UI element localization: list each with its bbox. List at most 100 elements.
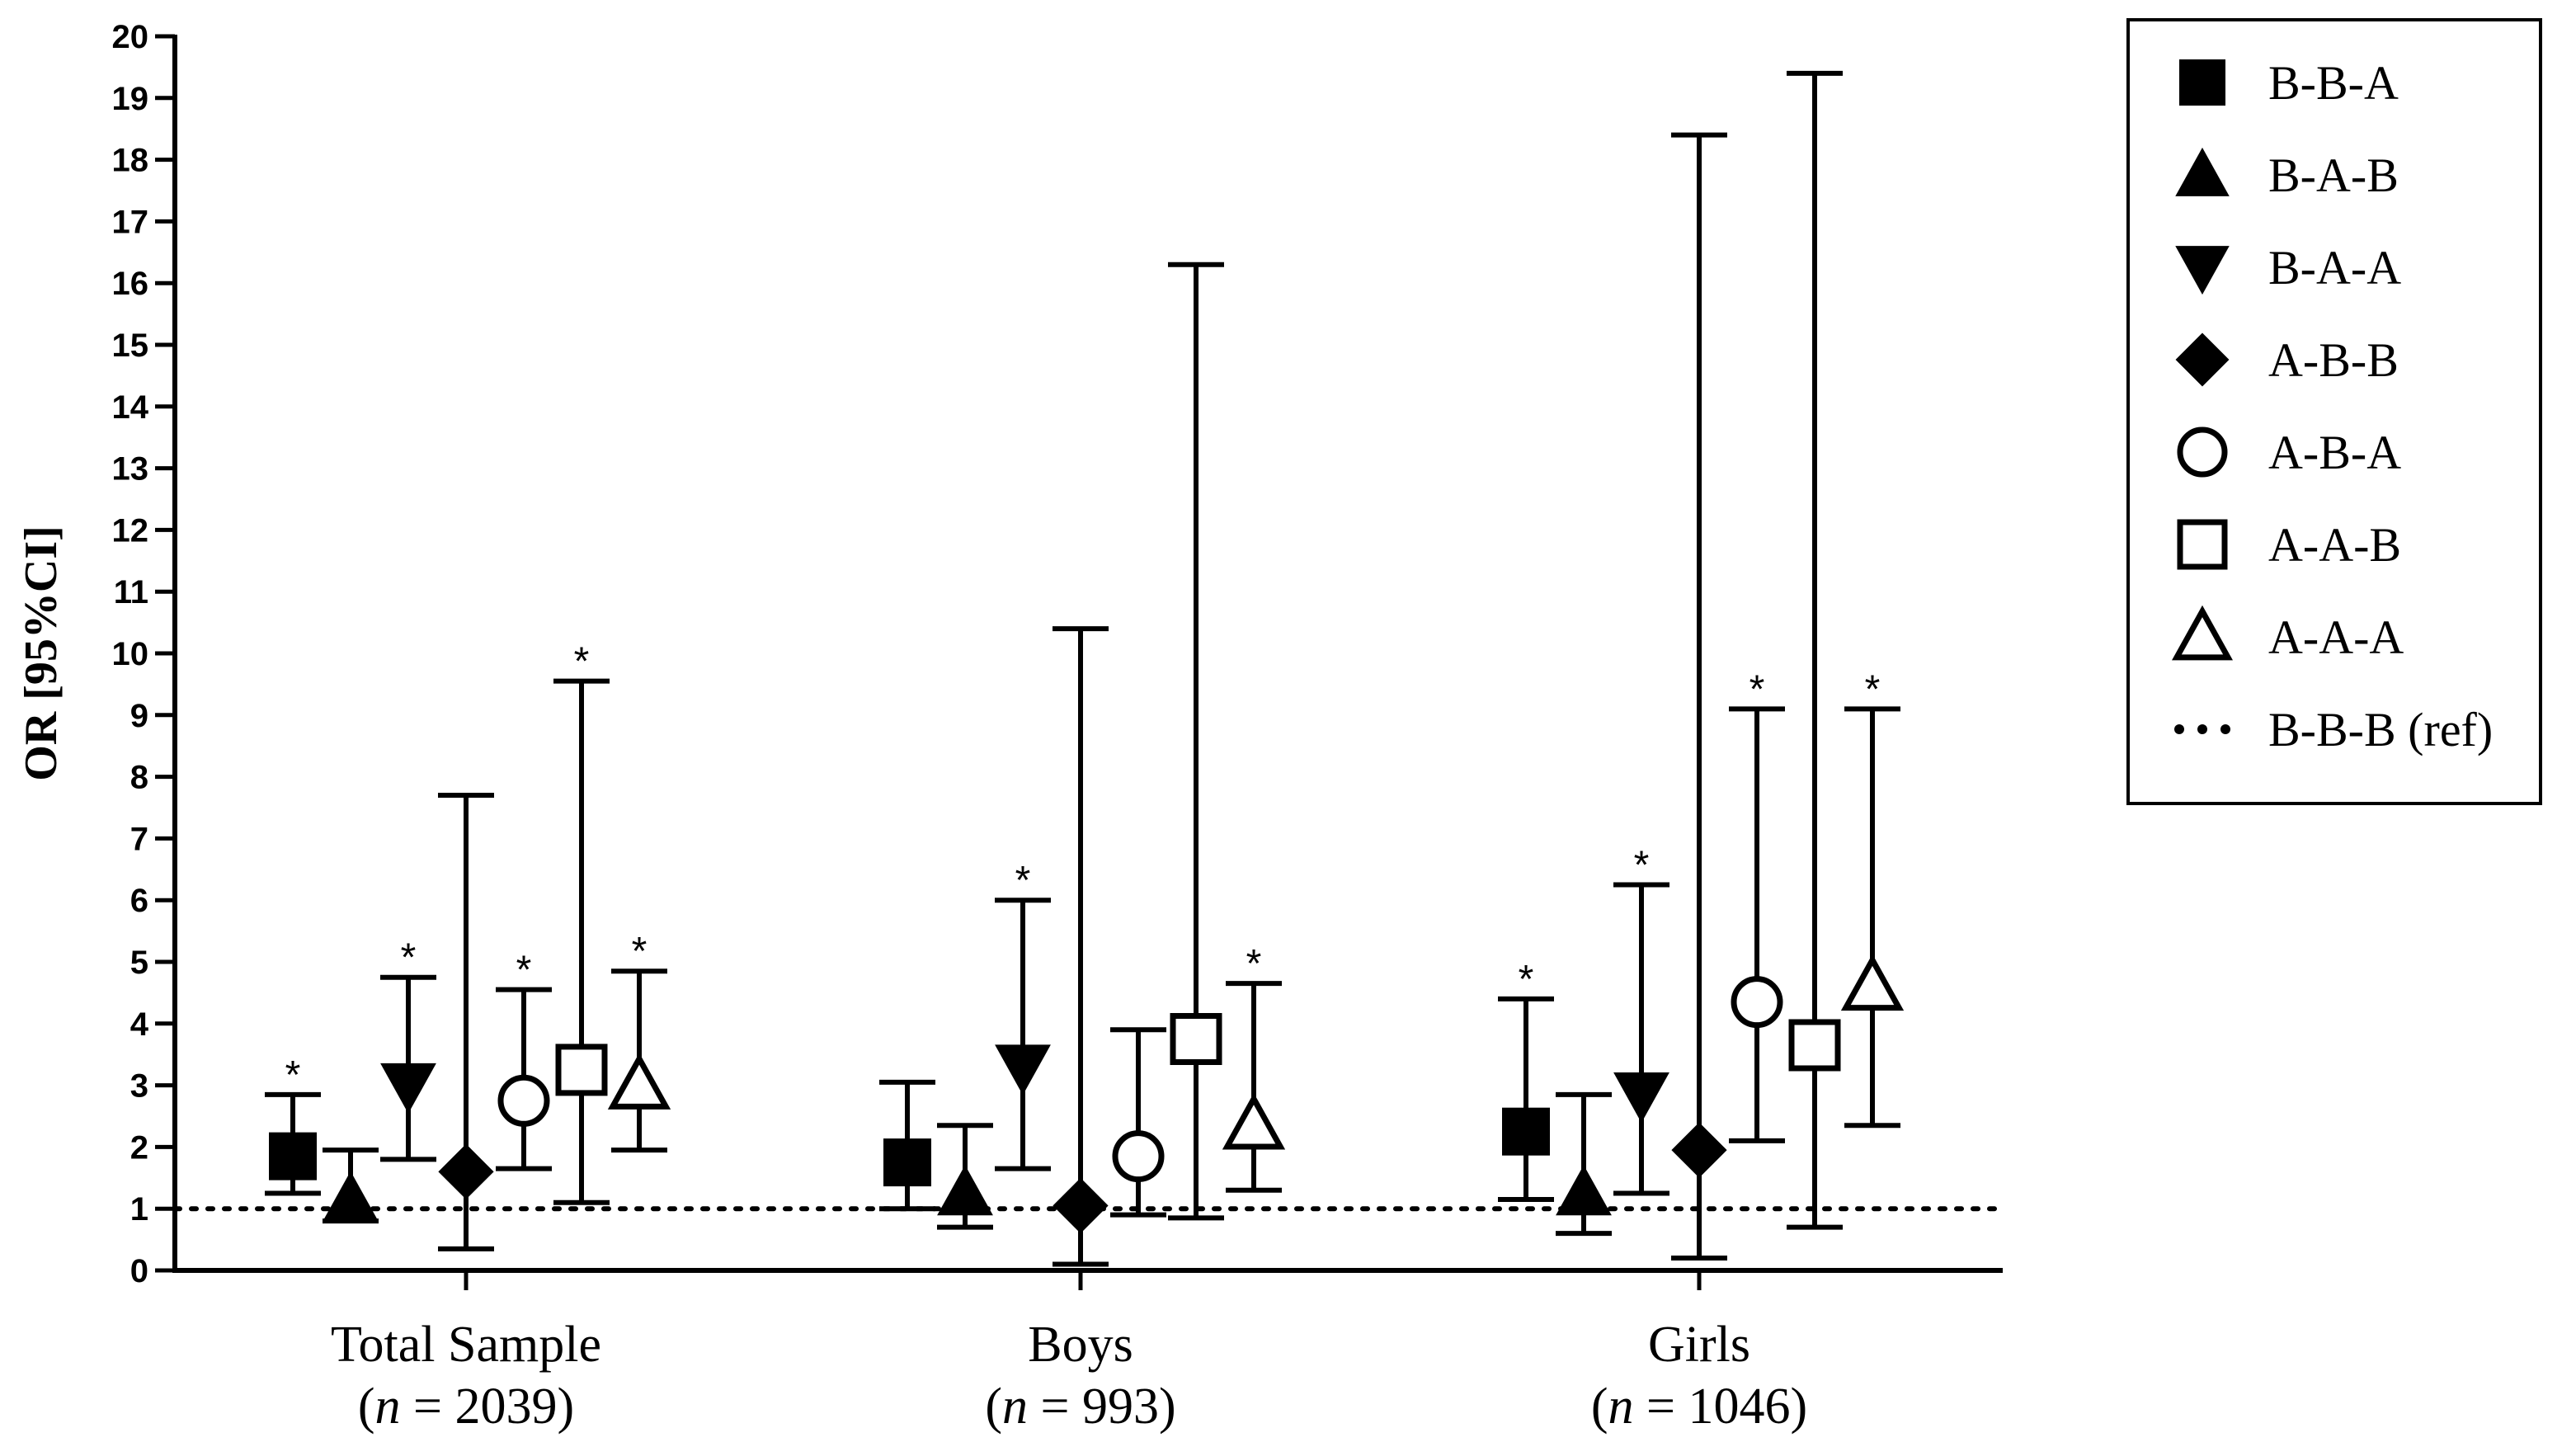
y-tick-label: 7 — [130, 821, 148, 857]
y-tick-label: 20 — [112, 19, 149, 55]
legend-label: A-A-B — [2268, 518, 2401, 572]
legend-box — [2126, 18, 2542, 805]
series-A-A-B: * — [553, 70, 1843, 1230]
legend-marker — [2177, 426, 2228, 478]
legend-label: A-A-A — [2268, 610, 2404, 664]
legend-item-A-A-B: A-A-B — [2177, 518, 2401, 572]
y-tick-label: 9 — [130, 698, 148, 734]
significance-star: * — [285, 1053, 301, 1097]
legend-marker — [2175, 246, 2230, 295]
category-n-text: = 1046) — [1634, 1378, 1808, 1435]
legend-label: B-B-A — [2268, 56, 2399, 110]
category-n-label: (n = 2039) — [358, 1378, 574, 1435]
legend-item-B-B-A: B-B-A — [2179, 56, 2399, 110]
y-tick-label: 17 — [112, 204, 149, 240]
data-point — [1613, 1072, 1669, 1124]
y-tick-label: 11 — [114, 574, 148, 610]
significance-star: * — [1519, 958, 1534, 1001]
series-A-A-A: * * * — [607, 667, 1905, 1193]
category-n-label: (n = 1046) — [1591, 1378, 1807, 1435]
significance-star: * — [1015, 859, 1031, 902]
series-B-B-A: ** — [265, 958, 1554, 1212]
legend-label: A-B-B — [2268, 333, 2399, 387]
legend-marker — [2175, 147, 2230, 196]
y-tick-label: 6 — [130, 883, 148, 919]
y-tick-label: 0 — [130, 1253, 148, 1289]
y-tick-label: 12 — [112, 512, 149, 549]
y-axis-title: OR [95%CI] — [16, 525, 67, 781]
y-tick-label: 15 — [112, 328, 149, 364]
x-axis-category-labels: Total Sample(n = 2039)Boys(n = 993)Girls… — [331, 1270, 1807, 1435]
data-point — [1788, 1019, 1841, 1072]
category-n-prefix: ( — [358, 1378, 375, 1435]
data-point — [269, 1132, 317, 1180]
legend-marker — [2179, 59, 2225, 106]
significance-star: * — [401, 936, 417, 980]
series-B-A-A: * * * — [380, 844, 1669, 1196]
category-n-var: n — [375, 1378, 401, 1435]
category-n-var: n — [1608, 1378, 1634, 1435]
data-point — [883, 1138, 931, 1187]
category-n-prefix: ( — [1591, 1378, 1608, 1435]
significance-star: * — [1865, 667, 1881, 711]
data-point — [1222, 1092, 1286, 1150]
data-point — [607, 1053, 671, 1110]
legend-item-B-A-A: B-A-A — [2175, 241, 2401, 295]
data-point — [1170, 1013, 1222, 1065]
significance-star: * — [1634, 844, 1650, 888]
significance-star: * — [1750, 667, 1765, 711]
data-point — [995, 1044, 1051, 1096]
y-tick-label: 14 — [112, 389, 149, 426]
data-point — [1112, 1130, 1165, 1183]
data-point — [323, 1171, 379, 1222]
data-point — [1502, 1107, 1550, 1156]
data-point — [438, 1143, 494, 1199]
y-tick-label: 13 — [112, 451, 149, 488]
series-B-A-B — [323, 1091, 1612, 1237]
significance-star: * — [1246, 942, 1262, 986]
y-tick-label: 19 — [112, 81, 149, 117]
category-label: Total Sample — [331, 1317, 601, 1373]
category-n-var: n — [1002, 1378, 1028, 1435]
category-n-label: (n = 993) — [985, 1378, 1175, 1435]
legend-marker — [2175, 332, 2230, 387]
legend-label: A-B-A — [2268, 426, 2401, 479]
category-n-text: = 2039) — [401, 1378, 575, 1435]
data-point — [555, 1044, 608, 1096]
legend-item-reference: B-B-B (ref) — [2174, 703, 2493, 756]
y-tick-label: 3 — [130, 1068, 148, 1105]
y-tick-label: 2 — [130, 1129, 148, 1166]
y-tick-label: 10 — [112, 636, 149, 672]
legend-ref-dot — [2197, 724, 2207, 734]
category-n-prefix: ( — [985, 1378, 1002, 1435]
data-point — [1556, 1165, 1612, 1216]
y-tick-label: 8 — [130, 760, 148, 796]
y-tick-label: 1 — [130, 1191, 148, 1228]
data-point — [1840, 954, 1905, 1011]
legend-item-A-A-A: A-A-A — [2172, 605, 2404, 664]
y-tick-label: 4 — [130, 1006, 149, 1043]
category-label: Boys — [1028, 1317, 1133, 1373]
data-point — [1731, 976, 1783, 1029]
legend: B-B-A B-A-B B-A-A A-B-B A-B-A A-A-B A-A-A B-B-B… — [2126, 18, 2542, 805]
series-A-B-B — [438, 132, 1727, 1267]
series-A-B-A: ** — [496, 667, 1785, 1218]
significance-star: * — [574, 640, 590, 684]
data-point — [1053, 1177, 1109, 1234]
significance-star: * — [516, 949, 532, 992]
y-tick-label: 16 — [112, 266, 149, 302]
data-point — [937, 1165, 993, 1216]
legend-item-B-A-B: B-A-B — [2175, 147, 2399, 202]
legend-item-A-B-A: A-B-A — [2177, 426, 2401, 479]
category-n-text: = 993) — [1028, 1378, 1176, 1435]
data-point — [497, 1074, 550, 1127]
legend-label: B-A-A — [2268, 241, 2401, 295]
axes — [172, 35, 2003, 1273]
legend-ref-dot — [2220, 724, 2230, 734]
y-tick-label: 18 — [112, 143, 149, 179]
significance-star: * — [632, 930, 648, 973]
legend-marker — [2177, 519, 2228, 570]
legend-item-A-B-B: A-B-B — [2175, 332, 2399, 387]
